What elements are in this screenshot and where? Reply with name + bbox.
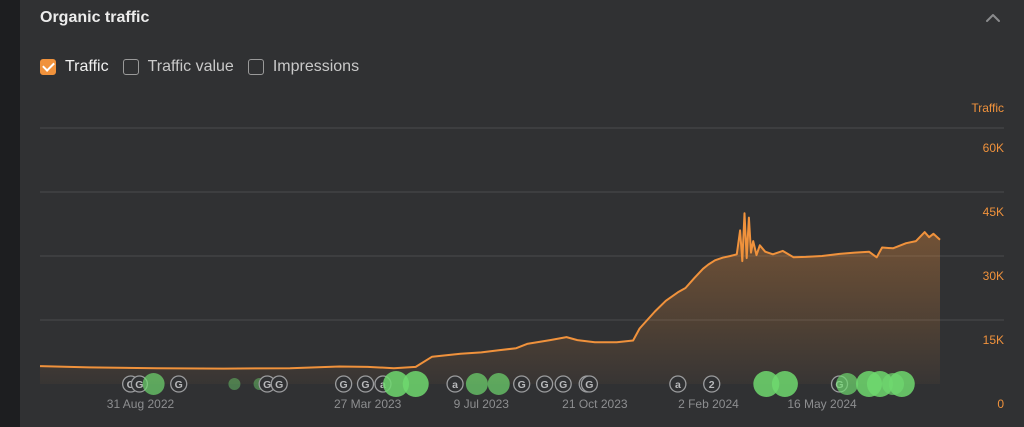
- impressions-toggle[interactable]: Impressions: [247, 58, 360, 76]
- annotation-marker-label: 2: [709, 379, 715, 391]
- update-marker: [383, 371, 410, 397]
- update-marker: [465, 373, 488, 395]
- traffic-value-toggle-label: Traffic value: [147, 58, 234, 75]
- annotation-marker-label: a: [380, 379, 386, 391]
- update-marker: [771, 371, 798, 397]
- traffic-toggle-label: Traffic: [65, 58, 109, 75]
- x-tick-label: 16 May 2024: [787, 397, 857, 411]
- annotation-marker-label: G: [361, 379, 369, 391]
- update-marker: [402, 371, 429, 397]
- annotation-marker-label: G: [263, 379, 271, 391]
- y-tick-label: 60K: [983, 141, 1004, 155]
- annotation-marker: [170, 375, 188, 393]
- traffic-value-toggle[interactable]: Traffic value: [122, 58, 234, 76]
- update-marker: [888, 371, 915, 397]
- annotation-marker: [669, 375, 687, 393]
- annotation-marker-label: a: [675, 379, 681, 391]
- annotation-marker-label: G: [585, 379, 593, 391]
- x-tick-label: 9 Jul 2023: [454, 397, 510, 411]
- panel-title: Organic traffic: [40, 9, 150, 26]
- annotation-marker-label: G: [275, 379, 283, 391]
- annotation-marker-label: a: [452, 379, 458, 391]
- annotation-marker-label: G: [175, 379, 183, 391]
- traffic-line: [39, 212, 941, 370]
- y-tick-label: 15K: [983, 333, 1004, 347]
- left-gutter: [0, 0, 20, 427]
- annotation-marker-label: G: [135, 379, 143, 391]
- impressions-checkbox[interactable]: [247, 59, 264, 75]
- annotation-marker-label: G: [541, 379, 549, 391]
- annotation-marker: [446, 375, 464, 393]
- x-tick-label: 31 Aug 2022: [107, 397, 175, 411]
- annotation-marker: [703, 375, 721, 393]
- annotation-marker-label: G: [559, 379, 567, 391]
- organic-traffic-panel: Organic traffic Traffic Traffic value Im…: [20, 0, 1024, 427]
- y-tick-label: 0: [997, 397, 1004, 411]
- x-tick-label: 2 Feb 2024: [678, 397, 739, 411]
- update-marker: [753, 371, 780, 397]
- annotation-marker: [334, 375, 353, 393]
- annotation-marker: [535, 375, 554, 393]
- traffic-checkbox[interactable]: [40, 59, 56, 75]
- traffic-value-checkbox[interactable]: [122, 59, 139, 75]
- impressions-toggle-label: Impressions: [272, 58, 360, 75]
- y-axis-title: Traffic: [971, 101, 1004, 115]
- update-marker: [228, 378, 241, 390]
- traffic-toggle[interactable]: Traffic: [40, 58, 109, 76]
- chevron-up-icon[interactable]: [984, 9, 1002, 27]
- x-tick-label: 27 Mar 2023: [334, 397, 402, 411]
- y-tick-label: 45K: [983, 205, 1004, 219]
- series-toggles: Traffic Traffic value Impressions: [40, 58, 359, 76]
- traffic-chart: 60K45K30K15K0TrafficGGGGGGGaaGGGGGa2G31 …: [39, 101, 1004, 411]
- annotation-marker-label: G: [340, 379, 348, 391]
- x-tick-label: 21 Oct 2023: [562, 397, 628, 411]
- annotation-marker: [554, 375, 572, 393]
- annotation-marker: [356, 375, 375, 393]
- annotation-marker-label: G: [127, 379, 135, 391]
- update-marker: [487, 373, 510, 395]
- update-marker: [836, 373, 859, 395]
- y-tick-label: 30K: [983, 269, 1004, 283]
- annotation-marker: [270, 375, 288, 393]
- annotation-marker-label: G: [518, 379, 526, 391]
- annotation-marker: [580, 375, 599, 393]
- update-marker: [142, 373, 165, 395]
- annotation-marker: [513, 375, 531, 393]
- traffic-area: [40, 213, 940, 384]
